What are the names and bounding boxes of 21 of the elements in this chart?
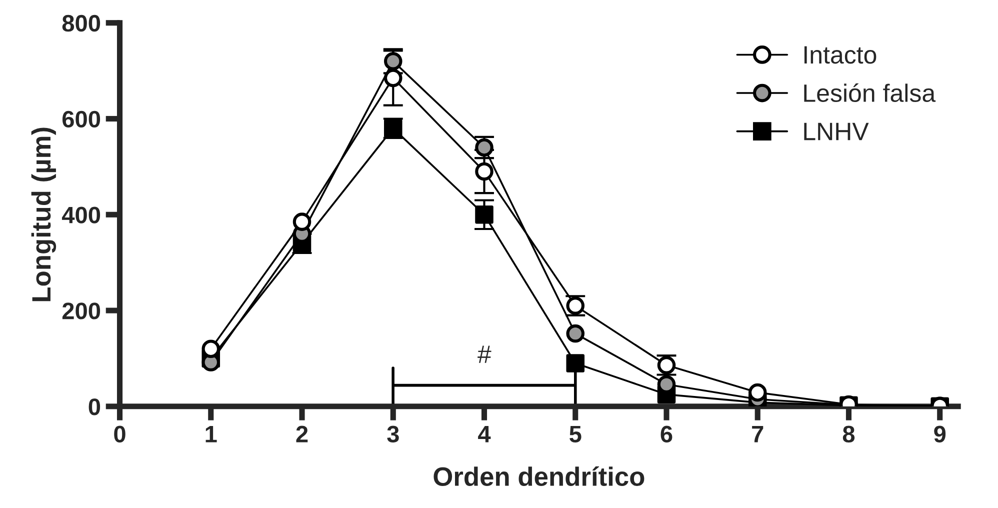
legend-label: LNHV [804,122,869,140]
legend-label: Intacto [804,46,876,64]
x-tick-label: 5 [570,426,582,442]
y-tick-label: 0 [88,398,100,416]
x-tick-label: 0 [114,426,126,442]
x-axis-title: Orden dendrítico [434,466,644,486]
x-tick-label: 3 [387,426,399,443]
x-tick-label: 1 [206,426,217,442]
y-tick-label: 800 [62,14,100,32]
x-tick-label: 9 [934,426,946,442]
x-tick-label: 8 [842,426,855,442]
annotation: # [478,346,492,363]
y-tick-label: 400 [62,206,100,224]
y-axis-title: Longitud (µm) [31,128,56,302]
legend-label: Lesión falsa [804,83,936,102]
y-tick-label: 600 [62,110,100,128]
x-tick-label: 6 [660,426,672,442]
y-tick-label: 200 [62,302,100,320]
x-tick-label: 2 [296,426,308,442]
x-tick-label: 7 [752,426,764,442]
x-tick-label: 4 [478,426,491,442]
